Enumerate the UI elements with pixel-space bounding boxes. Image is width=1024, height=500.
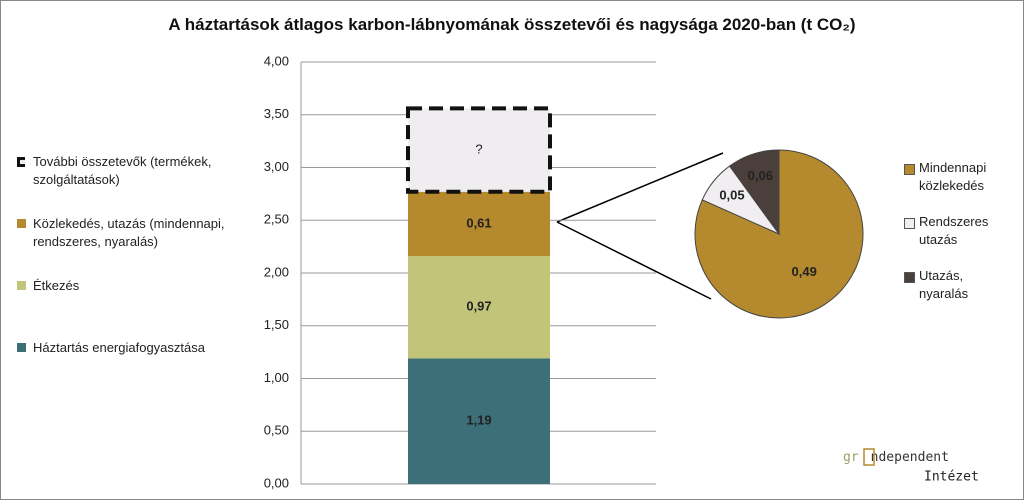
legend-swatch	[17, 281, 26, 290]
legend-label: További összetevők (termékek, szolgáltat…	[33, 154, 212, 187]
data-label: 0,61	[466, 215, 491, 230]
y-tick-label: 0,00	[264, 475, 289, 490]
legend-swatch	[904, 218, 915, 229]
logo-text: ndependent	[871, 450, 949, 465]
legend-swatch	[904, 272, 915, 283]
legend-label: Étkezés	[33, 278, 80, 293]
y-tick-label: 4,00	[264, 53, 289, 68]
y-tick-label: 1,00	[264, 370, 289, 385]
data-label: 1,19	[466, 413, 491, 428]
y-tick-label: 2,00	[264, 264, 289, 279]
legend-label: Rendszeres utazás	[919, 214, 989, 247]
connector	[556, 152, 724, 223]
chart-title: A háztartások átlagos karbon-lábnyomának…	[168, 15, 856, 34]
legend-swatch	[17, 343, 26, 352]
data-label: 0,49	[792, 264, 817, 279]
logo-text: Intézet	[924, 470, 979, 485]
legend-label: Mindennapi közlekedés	[919, 160, 987, 193]
legend-label: Közlekedés, utazás (mindennapi, rendszer…	[33, 216, 225, 249]
data-label: 0,97	[466, 299, 491, 314]
logo-text: gr	[843, 450, 859, 465]
legend-swatch	[17, 157, 25, 167]
bar-segment	[408, 256, 550, 359]
bar-segment	[408, 191, 550, 257]
y-tick-label: 1,50	[264, 317, 289, 332]
bar-segment	[406, 106, 552, 194]
legend-swatch	[17, 219, 26, 228]
pie-slice	[728, 149, 780, 236]
data-label: ?	[475, 142, 482, 157]
y-tick-label: 3,50	[264, 106, 289, 121]
bar-segment	[408, 358, 550, 484]
data-label: 0,05	[719, 187, 744, 202]
y-tick-label: 0,50	[264, 423, 289, 438]
legend-swatch	[904, 164, 915, 175]
logo-box	[863, 448, 875, 466]
connector	[556, 221, 712, 300]
y-tick-label: 3,00	[264, 159, 289, 174]
legend-label: Háztartás energiafogyasztása	[33, 340, 205, 355]
legend-label: Utazás, nyaralás	[919, 268, 969, 301]
data-label: 0,06	[748, 168, 773, 183]
logo: gr ndependent	[843, 450, 949, 465]
y-tick-label: 2,50	[264, 212, 289, 227]
